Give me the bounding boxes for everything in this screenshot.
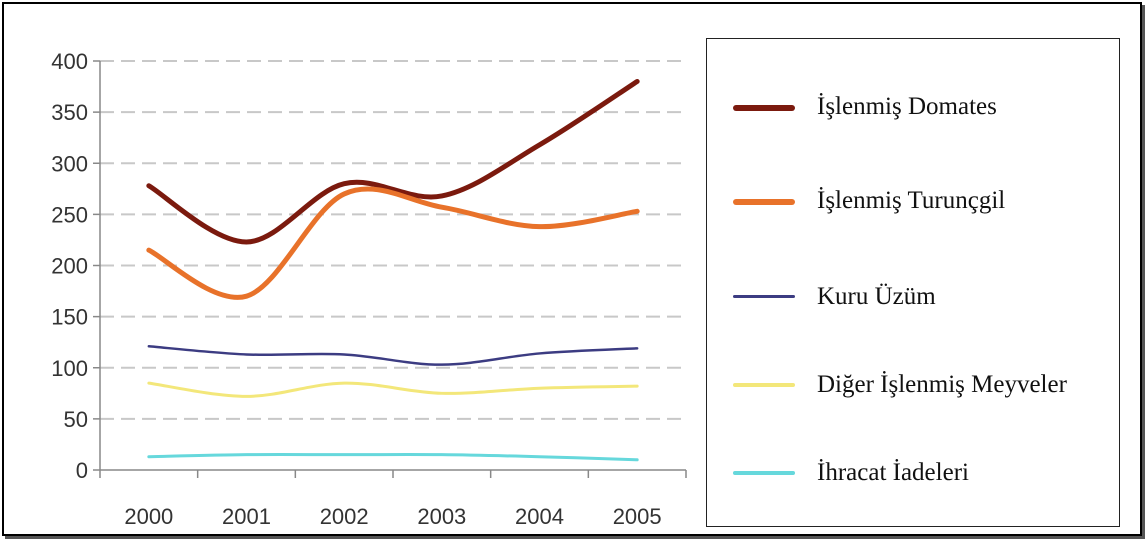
- legend-label: İşlenmiş Turunçgil: [817, 187, 1005, 215]
- series-line-2: [149, 346, 637, 364]
- y-tick-label: 250: [51, 202, 88, 227]
- series-line-1: [149, 189, 637, 297]
- legend-item-islenmis-domates: İşlenmiş Domates: [707, 87, 1117, 127]
- x-tick-label: 2000: [124, 504, 173, 529]
- y-tick-label: 200: [51, 254, 88, 279]
- axes: [93, 61, 686, 478]
- legend-label: Diğer İşlenmiş Meyveler: [817, 371, 1067, 399]
- series-line-4: [149, 455, 637, 460]
- y-tick-label: 400: [51, 49, 88, 74]
- x-tick-label: 2005: [613, 504, 662, 529]
- legend-item-kuru-uzum: Kuru Üzüm: [707, 277, 1117, 317]
- x-tick-label: 2002: [320, 504, 369, 529]
- legend: İşlenmiş Domates İşlenmiş Turunçgil Kuru…: [706, 38, 1120, 527]
- y-tick-label: 300: [51, 151, 88, 176]
- series-lines: [149, 81, 637, 459]
- legend-item-diger-islenmis-meyveler: Diğer İşlenmiş Meyveler: [707, 365, 1117, 405]
- series-line-0: [149, 81, 637, 242]
- y-tick-label: 50: [64, 407, 88, 432]
- y-tick-label: 150: [51, 305, 88, 330]
- legend-swatch: [733, 383, 795, 387]
- legend-swatch: [733, 105, 795, 111]
- x-tick-label: 2003: [417, 504, 466, 529]
- legend-item-islenmis-turuncgil: İşlenmiş Turunçgil: [707, 181, 1117, 221]
- legend-swatch: [733, 295, 795, 298]
- legend-swatch: [733, 199, 795, 205]
- x-tick-label: 2001: [222, 504, 271, 529]
- legend-label: İşlenmiş Domates: [817, 93, 997, 121]
- legend-item-ihracat-iadeleri: İhracat İadeleri: [707, 453, 1117, 493]
- series-line-3: [149, 383, 637, 396]
- y-tick-label: 350: [51, 100, 88, 125]
- legend-label: Kuru Üzüm: [817, 283, 936, 311]
- y-tick-label: 0: [76, 458, 88, 483]
- x-tick-label: 2004: [515, 504, 564, 529]
- legend-swatch: [733, 471, 795, 475]
- y-tick-label: 100: [51, 356, 88, 381]
- grid-lines: [100, 61, 686, 419]
- legend-label: İhracat İadeleri: [817, 459, 969, 487]
